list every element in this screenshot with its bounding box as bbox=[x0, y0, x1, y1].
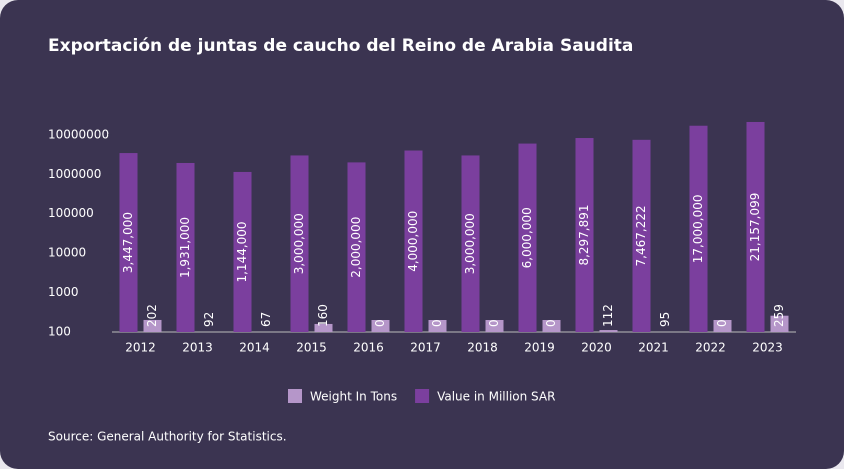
legend-swatch bbox=[415, 389, 430, 403]
bar bbox=[371, 320, 390, 332]
x-tick-label: 2014 bbox=[239, 341, 270, 355]
value-label: 0 bbox=[544, 319, 558, 327]
value-label: 112 bbox=[601, 304, 615, 327]
x-tick-label: 2020 bbox=[581, 341, 612, 355]
value-label: 0 bbox=[715, 319, 729, 327]
x-tick-label: 2018 bbox=[467, 341, 498, 355]
chart-title: Exportación de juntas de caucho del Rein… bbox=[48, 36, 633, 56]
x-tick-label: 2012 bbox=[125, 341, 156, 355]
bar bbox=[518, 143, 537, 332]
bar bbox=[542, 320, 561, 332]
value-label: 3,000,000 bbox=[292, 213, 306, 274]
value-label: 160 bbox=[316, 304, 330, 327]
x-tick-label: 2015 bbox=[296, 341, 327, 355]
value-label: 7,467,222 bbox=[634, 205, 648, 266]
value-label: 17,000,000 bbox=[691, 195, 705, 264]
value-label: 3,447,000 bbox=[121, 212, 135, 273]
bar bbox=[347, 162, 366, 332]
bar bbox=[119, 153, 138, 332]
value-label: 6,000,000 bbox=[520, 207, 534, 268]
bar bbox=[233, 171, 252, 332]
y-tick-label: 10000 bbox=[48, 246, 86, 260]
value-label: 67 bbox=[259, 312, 273, 327]
value-label: 259 bbox=[772, 304, 786, 327]
value-label: 0 bbox=[373, 319, 387, 327]
y-tick-label: 1000000 bbox=[48, 167, 101, 181]
bar bbox=[176, 162, 195, 332]
x-tick-label: 2023 bbox=[752, 341, 783, 355]
bar bbox=[632, 139, 651, 332]
x-tick-label: 2017 bbox=[410, 341, 441, 355]
bar bbox=[713, 320, 732, 332]
bar bbox=[689, 125, 708, 332]
source: Source: General Authority for Statistics… bbox=[48, 430, 287, 444]
value-label: 0 bbox=[487, 319, 501, 327]
bar bbox=[290, 155, 309, 332]
value-label: 202 bbox=[145, 304, 159, 327]
x-tick-label: 2022 bbox=[695, 341, 726, 355]
bar bbox=[404, 150, 423, 332]
x-tick-label: 2013 bbox=[182, 341, 213, 355]
legend-label: Weight In Tons bbox=[310, 390, 397, 404]
value-label: 3,000,000 bbox=[463, 213, 477, 274]
y-tick-label: 100000 bbox=[48, 206, 94, 220]
value-label: 1,931,000 bbox=[178, 217, 192, 278]
y-tick-label: 10000000 bbox=[48, 127, 109, 141]
bar bbox=[461, 155, 480, 332]
legend-swatch bbox=[288, 389, 302, 403]
bar bbox=[314, 323, 333, 332]
value-label: 4,000,000 bbox=[406, 211, 420, 272]
bar bbox=[746, 121, 765, 332]
x-tick-label: 2021 bbox=[638, 341, 669, 355]
x-tick-label: 2019 bbox=[524, 341, 555, 355]
value-label: 0 bbox=[430, 319, 444, 327]
bar bbox=[575, 138, 594, 332]
y-tick-label: 1000 bbox=[48, 285, 79, 299]
bar bbox=[599, 330, 618, 332]
value-label: 2,000,000 bbox=[349, 217, 363, 278]
value-label: 1,144,000 bbox=[235, 221, 249, 282]
x-tick-label: 2016 bbox=[353, 341, 384, 355]
value-label: 21,157,099 bbox=[748, 193, 762, 262]
legend-label: Value in Million SAR bbox=[437, 390, 555, 404]
value-label: 92 bbox=[202, 312, 216, 327]
bar bbox=[143, 319, 162, 332]
y-tick-label: 100 bbox=[48, 325, 71, 339]
value-label: 8,297,891 bbox=[577, 204, 591, 265]
bar bbox=[485, 320, 504, 332]
value-label: 95 bbox=[658, 312, 672, 327]
bar bbox=[770, 315, 789, 332]
bar bbox=[428, 320, 447, 332]
